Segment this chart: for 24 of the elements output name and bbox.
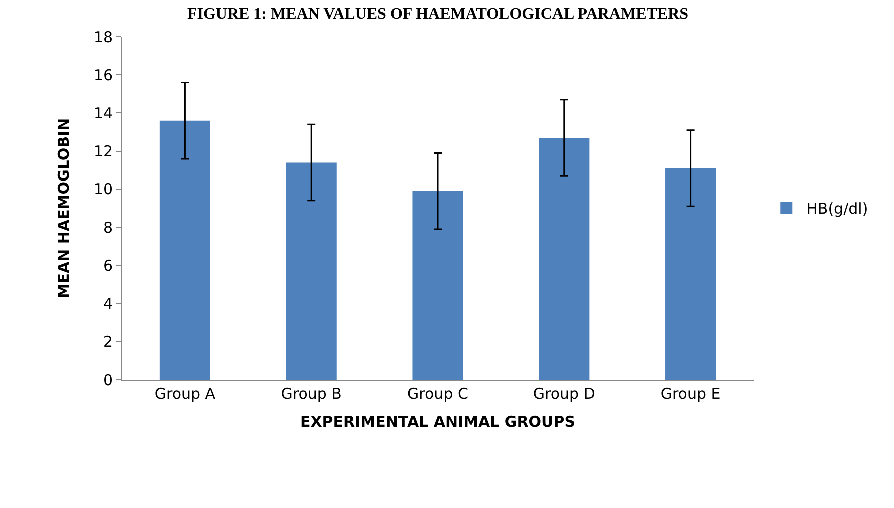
legend-label: HB(g/dl) [806, 200, 868, 218]
y-tick-label: 16 [94, 66, 113, 84]
bar [539, 138, 590, 380]
x-tick-label: Group E [660, 385, 721, 403]
bar [412, 191, 464, 380]
bar [160, 120, 210, 380]
bar [286, 162, 337, 380]
y-tick-label: 8 [103, 218, 113, 237]
y-tick-label: 10 [94, 180, 113, 199]
y-tick-label: 14 [94, 104, 113, 122]
y-tick-label: 6 [103, 256, 113, 275]
bar [666, 168, 716, 380]
y-tick-label: 0 [103, 371, 113, 390]
x-tick-label: Group D [533, 385, 596, 403]
y-tick-label: 4 [103, 295, 113, 314]
x-tick-label: Group C [408, 385, 468, 403]
y-axis-title: MEAN HAEMOGLOBIN [55, 118, 74, 299]
y-tick-label: 12 [94, 142, 113, 161]
y-tick-label: 18 [94, 28, 113, 46]
y-tick-label: 2 [103, 333, 113, 352]
x-axis-title: EXPERIMENTAL ANIMAL GROUPS [300, 413, 576, 431]
chart-title: FIGURE 1: MEAN VALUES OF HAEMATOLOGICAL PARAMETERS [187, 6, 689, 23]
x-tick-label: Group B [281, 385, 342, 403]
x-tick-label: Group A [154, 385, 216, 403]
